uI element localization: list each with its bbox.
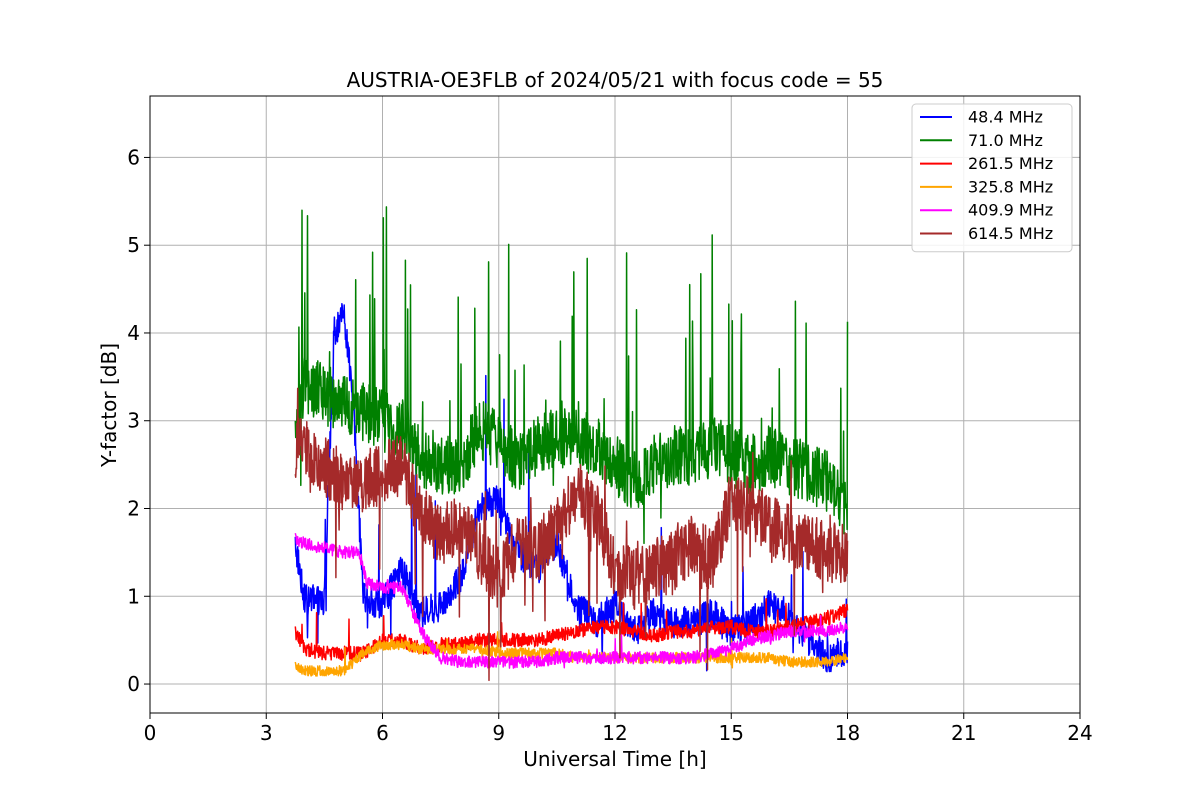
y-axis-label: Y-factor [dB] — [97, 343, 121, 468]
y-tick-label: 0 — [127, 672, 140, 696]
x-tick-label: 12 — [602, 721, 627, 745]
x-axis: 0 3 6 9 12 15 18 21 24 — [144, 713, 1093, 745]
legend[interactable]: 48.4 MHz 71.0 MHz 261.5 MHz 325.8 MHz 40… — [911, 103, 1073, 253]
legend-entry-label: 409.9 MHz — [968, 201, 1053, 220]
x-tick-label: 6 — [376, 721, 389, 745]
x-tick-label: 21 — [951, 721, 976, 745]
y-tick-label: 1 — [127, 584, 140, 608]
y-tick-label: 4 — [127, 321, 140, 345]
y-tick-label: 6 — [127, 145, 140, 169]
series-line — [294, 302, 849, 673]
x-tick-label: 3 — [260, 721, 273, 745]
legend-entry-label: 614.5 MHz — [968, 224, 1053, 243]
y-tick-label: 5 — [127, 233, 140, 257]
y-tick-label: 3 — [127, 409, 140, 433]
y-axis: 0 1 2 3 4 5 6 — [127, 145, 150, 696]
legend-entry-label: 261.5 MHz — [968, 154, 1053, 173]
series-layer — [294, 206, 849, 682]
legend-entry-label: 71.0 MHz — [968, 131, 1043, 150]
x-tick-label: 0 — [144, 721, 157, 745]
x-tick-label: 9 — [492, 721, 505, 745]
x-tick-label: 18 — [835, 721, 860, 745]
x-tick-label: 24 — [1067, 721, 1092, 745]
series-line — [294, 387, 849, 682]
series-line — [294, 206, 849, 545]
legend-entry-label: 325.8 MHz — [968, 177, 1053, 196]
chart-title: AUSTRIA-OE3FLB of 2024/05/21 with focus … — [347, 68, 884, 92]
x-tick-label: 15 — [719, 721, 744, 745]
x-axis-label: Universal Time [h] — [523, 747, 706, 771]
y-tick-label: 2 — [127, 497, 140, 521]
legend-entry-label: 48.4 MHz — [968, 108, 1043, 127]
series-line — [294, 533, 849, 669]
